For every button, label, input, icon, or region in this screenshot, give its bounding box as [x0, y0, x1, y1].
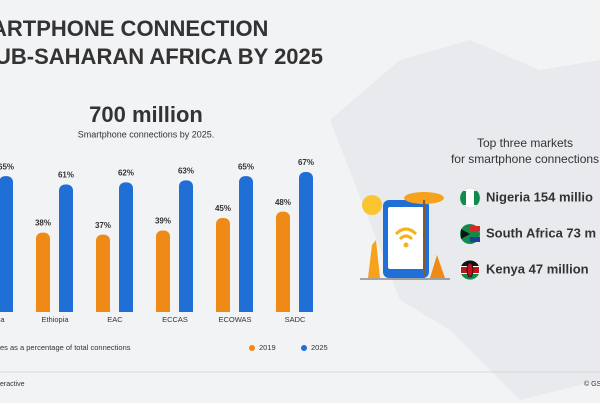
bar-base [156, 306, 170, 312]
tree [404, 192, 444, 204]
headline: 700 million [89, 102, 203, 127]
value-label: 61% [58, 171, 74, 180]
x-tick-label: Ethiopia [41, 315, 69, 324]
bar [0, 176, 13, 312]
bar-base [276, 306, 290, 312]
value-label: 45% [215, 204, 231, 213]
bar [59, 184, 73, 312]
market-item: South Africa 73 m [486, 225, 596, 240]
flag-south-africa [460, 224, 480, 244]
bar-base [239, 306, 253, 312]
bar-base [96, 306, 110, 312]
bar [119, 182, 133, 312]
flag-kenya [460, 260, 480, 280]
value-label: 65% [0, 162, 14, 171]
wifi [403, 242, 409, 248]
value-label: 48% [275, 198, 291, 207]
legend-label: 2025 [311, 343, 328, 352]
bar-base [216, 306, 230, 312]
bar [179, 180, 193, 312]
wifi [398, 234, 414, 241]
market-item: Nigeria 154 millio [486, 189, 593, 204]
footer-left: eractive [0, 381, 25, 388]
bar-base [0, 306, 13, 312]
market-item: Kenya 47 million [486, 261, 589, 276]
value-label: 38% [35, 219, 51, 228]
value-label: 63% [178, 166, 194, 175]
title-line: ARTPHONE CONNECTION [0, 16, 268, 41]
sun [362, 195, 382, 215]
value-label: 67% [298, 158, 314, 167]
bar [156, 230, 170, 312]
value-label: 37% [95, 221, 111, 230]
subtitle: Smartphone connections by 2025. [78, 129, 215, 139]
value-label: 62% [118, 169, 134, 178]
bar [276, 211, 290, 312]
x-tick-label: ECOWAS [218, 315, 251, 324]
legend-label: 2019 [259, 343, 276, 352]
bar [299, 171, 313, 312]
bar-base [119, 306, 133, 312]
footer-right: © GS [584, 380, 600, 388]
flag-nigeria [459, 187, 481, 209]
footnote: es as a percentage of total connections [0, 343, 131, 352]
value-label: 65% [238, 162, 254, 171]
bar [239, 176, 253, 312]
x-tick-label: SADC [285, 315, 306, 324]
phone-screen [388, 207, 424, 269]
x-tick-label: EAC [107, 315, 123, 324]
phone-illustration [360, 192, 450, 280]
bar-base [36, 306, 50, 312]
x-tick-label: Africa [0, 315, 5, 324]
map-shape [330, 40, 600, 400]
wifi [394, 227, 418, 236]
bar [216, 217, 230, 312]
x-tick-label: ECCAS [162, 315, 188, 324]
legend-marker [301, 345, 307, 351]
plant [430, 255, 445, 278]
bar-base [59, 306, 73, 312]
bar-base [299, 306, 313, 312]
title-line: UB-SAHARAN AFRICA BY 2025 [0, 44, 323, 69]
giraffe [368, 240, 380, 278]
markets-title: Top three markets [477, 136, 573, 150]
markets-title: for smartphone connections [451, 152, 599, 166]
value-label: 39% [155, 217, 171, 226]
bar-base [179, 306, 193, 312]
legend-marker [249, 345, 255, 351]
bar [96, 234, 110, 312]
bar [36, 232, 50, 312]
